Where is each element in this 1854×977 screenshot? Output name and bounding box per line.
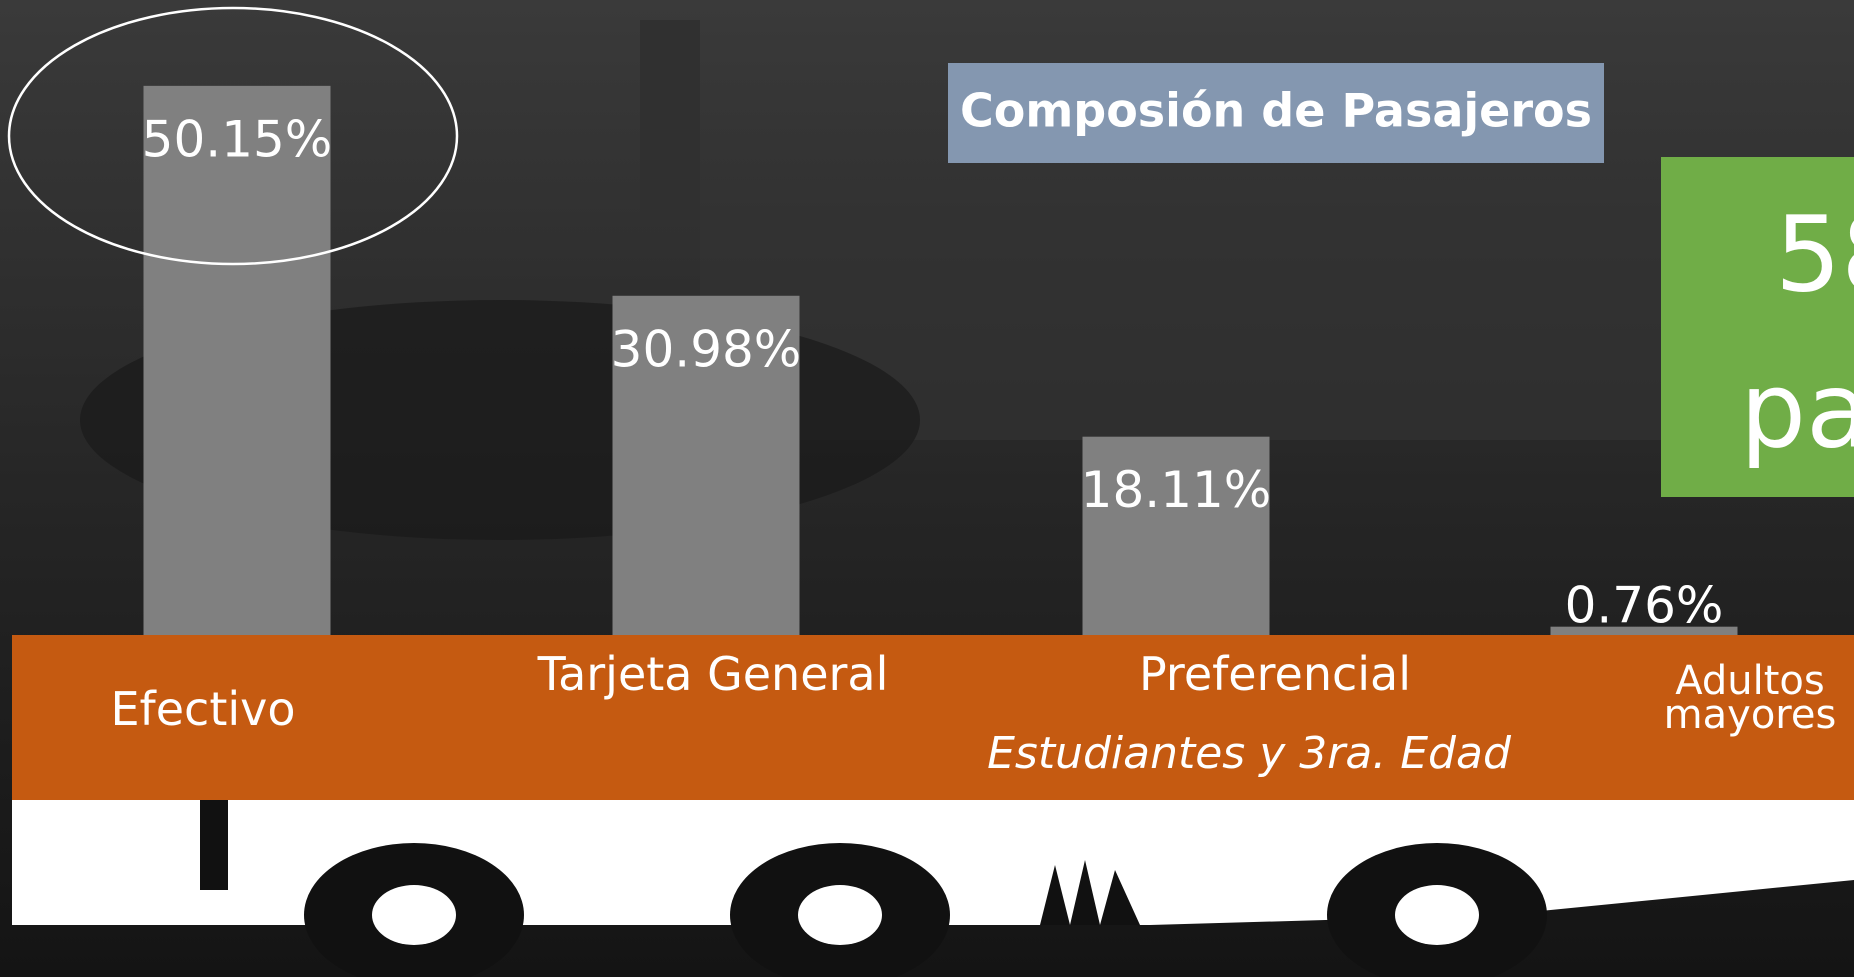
value-label: 0.76% [1565, 577, 1724, 635]
wheel-hub [372, 885, 456, 945]
slide: Composión de Pasajeros 58 pa 50.15% 30.98… [0, 0, 1854, 977]
category-label: Tarjeta General [538, 651, 889, 697]
category-label: Adultos mayores [1650, 664, 1850, 732]
chart: Composión de Pasajeros 58 pa 50.15% 30.98… [0, 0, 1854, 977]
value-label: 18.11% [1081, 461, 1272, 519]
category-label: Preferencial [1139, 651, 1411, 697]
bus-door [200, 800, 228, 890]
value-label: 50.15% [142, 110, 333, 168]
category-label: Efectivo [110, 686, 295, 732]
value-label: 30.98% [611, 320, 802, 378]
chart-title: Composión de Pasajeros [960, 84, 1592, 138]
wheel-hub [1395, 885, 1479, 945]
category-note: Estudiantes y 3ra. Edad [987, 728, 1511, 779]
callout-number: 58 [1775, 193, 1854, 315]
background-tower [640, 20, 700, 220]
callout-text: pa [1740, 349, 1854, 471]
wheel-hub [798, 885, 882, 945]
